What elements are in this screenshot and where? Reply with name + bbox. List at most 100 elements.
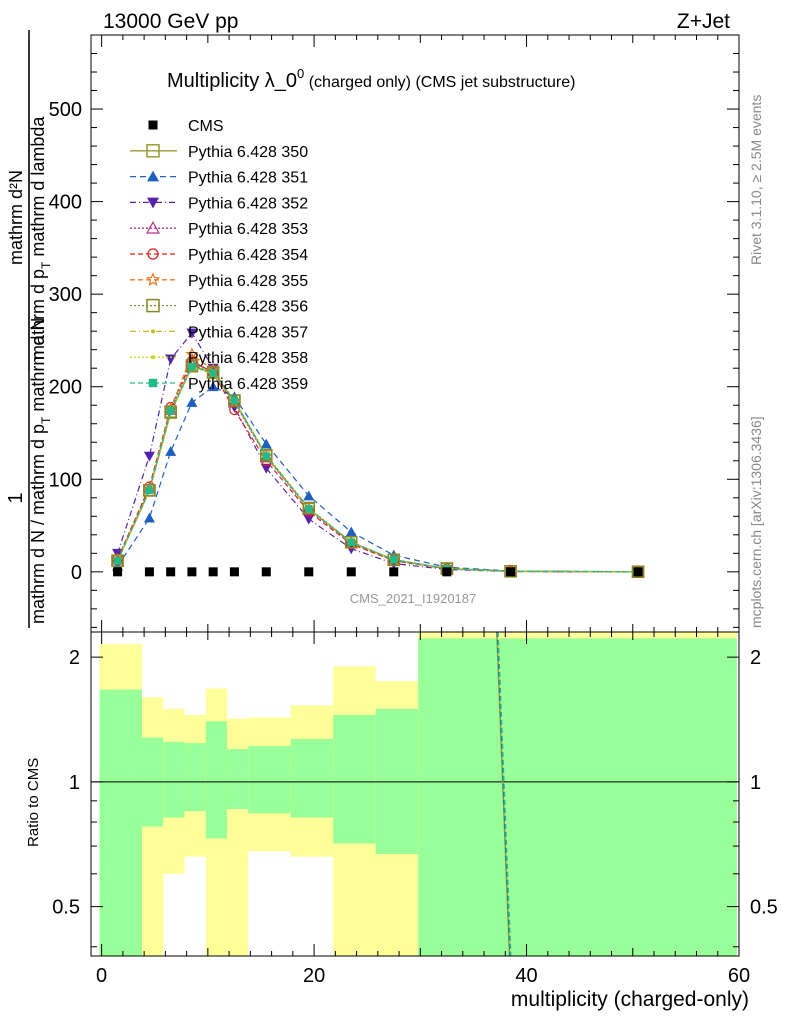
cms-point-5 <box>229 567 239 577</box>
series-6-point-8 <box>345 535 358 549</box>
y-tick-label-ratio-right-1: 1 <box>750 772 761 794</box>
legend-label-4: Pythia 6.428 353 <box>188 221 308 238</box>
y-label-denominator-tail: mathrm d N <box>28 318 48 417</box>
series-6-point-9 <box>387 553 401 567</box>
legend-label-8: Pythia 6.428 357 <box>188 324 308 341</box>
legend-marker-2 <box>147 170 159 182</box>
ratio-band-green-3 <box>184 743 206 812</box>
series-9-point-6 <box>262 452 271 460</box>
plot-title-sup: 0 <box>297 66 304 81</box>
cms-point-4 <box>208 567 218 577</box>
ratio-band-green-10 <box>418 638 737 956</box>
series-6-point-6 <box>260 448 273 462</box>
legend-label-6: Pythia 6.428 355 <box>188 273 308 290</box>
legend-entry-2: Pythia 6.428 351 <box>130 170 308 187</box>
series-9-point-8 <box>347 538 356 547</box>
process-label: Z+Jet <box>677 10 730 33</box>
cms-point-11 <box>506 567 516 577</box>
y-tick-label-ratio-right-0: 0.5 <box>750 897 778 919</box>
cms-point-8 <box>346 567 356 577</box>
legend-label-9: Pythia 6.428 358 <box>188 350 308 367</box>
series-2-point-1 <box>143 451 155 462</box>
analysis-watermark: CMS_2021_I1920187 <box>350 591 477 606</box>
ratio-mc-lines <box>496 632 512 956</box>
series-6-point-5 <box>228 394 241 407</box>
y-tick-label-ratio-left-1: 1 <box>69 772 80 794</box>
series-line-6 <box>117 364 639 573</box>
series-1-point-1 <box>143 512 155 523</box>
cms-point-9 <box>389 567 399 577</box>
legend-marker-7 <box>146 298 160 313</box>
series-6-point-3 <box>185 359 199 372</box>
series-0 <box>111 360 645 579</box>
tick-labels: 0 20 40 60 0 100 200 300 400 500 0.5 0.5 1 1 2 2 <box>49 99 778 987</box>
y-tick-label-main-1: 100 <box>49 469 82 491</box>
x-tick-label-2: 40 <box>515 965 537 987</box>
series-1 <box>112 381 644 577</box>
legend-marker-10 <box>148 378 158 388</box>
y-tick-label-main-2: 200 <box>49 377 82 399</box>
series-2-point-3 <box>186 328 198 339</box>
series-line-1 <box>117 386 639 573</box>
y-label-right-den-a: mathrm d p <box>28 269 48 360</box>
x-tick-label-0: 0 <box>96 965 107 987</box>
ratio-frame <box>90 631 740 957</box>
series-line-3 <box>117 362 639 573</box>
y-label-right-den-sub: T <box>39 261 53 269</box>
legend-entry-3: Pythia 6.428 352 <box>130 195 308 212</box>
series-9-point-2 <box>166 406 175 415</box>
legend-entry-9: Pythia 6.428 358 <box>130 350 308 367</box>
legend-entry-4: Pythia 6.428 353 <box>130 220 308 238</box>
cms-point-2 <box>166 567 176 577</box>
cms-point-0 <box>113 567 123 577</box>
series-9-point-1 <box>145 486 154 495</box>
legend-marker-3 <box>147 197 159 209</box>
series-8 <box>115 364 641 574</box>
ratio-band-green-2 <box>163 741 185 818</box>
plot-title: Multiplicity λ_00 (charged only) (CMS je… <box>167 66 575 92</box>
ratio-band-green-5 <box>226 749 249 810</box>
legend-entry-6: Pythia 6.428 355 <box>130 272 308 290</box>
ratio-mc-line-2 <box>497 632 512 956</box>
series-9 <box>113 362 642 576</box>
legend: CMS Pythia 6.428 350 Pythia 6.428 351 Pythi… <box>130 118 308 393</box>
legend-label-1: Pythia 6.428 350 <box>188 144 308 161</box>
y-label-right-den-b: mathrm d lambda <box>28 116 48 262</box>
series-7 <box>115 365 641 574</box>
series-1-point-4 <box>207 381 219 392</box>
series-9-point-5 <box>230 396 239 405</box>
series-2-point-7 <box>303 514 315 525</box>
y-label-denominator-text: mathrm d N / mathrm d p <box>28 424 48 624</box>
cms-point-3 <box>187 567 197 577</box>
legend-marker-6 <box>145 272 161 286</box>
ratio-band-green-8 <box>333 715 376 844</box>
cms-data-points <box>113 567 643 577</box>
legend-label-0: CMS <box>188 118 224 135</box>
plot-title-tail: (charged only) (CMS jet substructure) <box>304 74 575 91</box>
y-tick-label-main-4: 400 <box>49 192 82 214</box>
cms-point-1 <box>144 567 154 577</box>
series-5-point-3 <box>185 347 199 361</box>
series-9-point-4 <box>209 368 218 377</box>
legend-marker-0 <box>148 120 158 130</box>
series-1-point-3 <box>186 396 198 407</box>
y-axis-label-main: 1 mathrm d N / mathrm d pT mathrm d N ma… <box>5 30 53 628</box>
legend-entry-5: Pythia 6.428 354 <box>130 247 308 264</box>
series-2-point-2 <box>165 354 177 365</box>
series-line-0 <box>116 365 639 573</box>
legend-entry-8: Pythia 6.428 357 <box>130 324 308 341</box>
energy-label: 13000 GeV pp <box>103 10 238 33</box>
ratio-band-green-0 <box>99 689 142 956</box>
legend-entry-7: Pythia 6.428 356 <box>130 299 308 316</box>
y-label-right-numerator: mathrm d²N <box>6 170 26 265</box>
legend-label-10: Pythia 6.428 359 <box>188 376 308 393</box>
mcplots-site-label: mcplots.cern.ch [arXiv:1306.3436] <box>748 416 764 628</box>
legend-marker-1 <box>146 144 160 158</box>
legend-label-2: Pythia 6.428 351 <box>188 170 308 187</box>
series-line-9 <box>117 365 639 573</box>
series-2-point-6 <box>260 463 272 474</box>
ratio-band-green-6 <box>248 746 291 814</box>
axis-ticks <box>91 35 740 956</box>
series-1-point-7 <box>303 490 315 501</box>
